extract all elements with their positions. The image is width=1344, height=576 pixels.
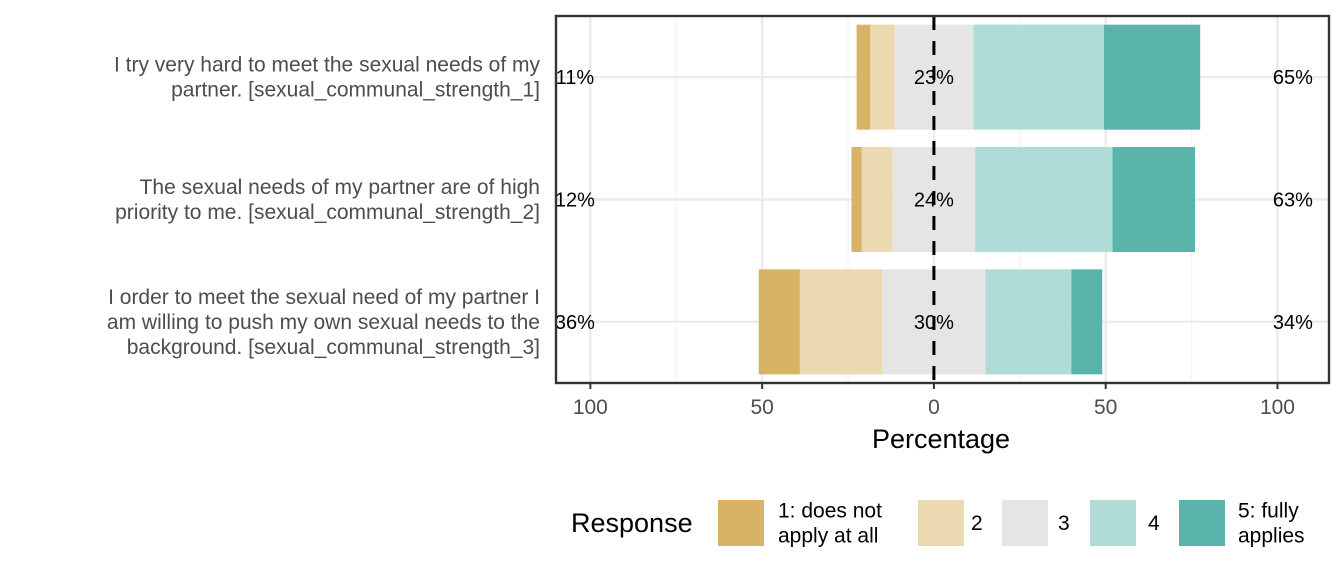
legend-label: apply at all <box>778 525 878 548</box>
x-tick-label: 100 <box>1260 396 1295 419</box>
legend-label: 5: fully <box>1238 500 1299 523</box>
item-label: I order to meet the sexual need of my pa… <box>108 286 540 309</box>
left-percent-label: 36% <box>555 312 595 334</box>
item-label: The sexual needs of my partner are of hi… <box>140 176 540 199</box>
label-layer: 11% 23% 65% 12% 24% 63% 36% 30% 34% <box>555 67 1313 334</box>
item-label: am willing to push my own sexual needs t… <box>107 311 540 334</box>
bar-segment <box>985 269 1072 375</box>
legend-label: 3 <box>1058 512 1070 535</box>
bar-segment <box>1112 147 1196 252</box>
bar-segment <box>856 24 871 130</box>
bar-segment <box>870 24 895 130</box>
bar-segment <box>973 24 1104 130</box>
item-label: priority to me. [sexual_communal_strengt… <box>115 201 540 224</box>
bar-segment <box>1103 24 1201 130</box>
legend-title: Response <box>571 508 693 538</box>
legend-key <box>718 500 764 546</box>
bar-segment <box>758 269 800 375</box>
bar-segment <box>861 147 893 252</box>
left-percent-label: 11% <box>556 67 595 89</box>
bar-segment <box>1071 269 1103 375</box>
legend-label: 2 <box>971 512 983 535</box>
x-axis-title: Percentage <box>872 424 1010 454</box>
right-percent-label: 34% <box>1273 312 1313 334</box>
legend-label: 4 <box>1148 512 1160 535</box>
bar-segment <box>851 147 862 252</box>
x-tick-label: 100 <box>573 396 608 419</box>
legend-key <box>918 500 964 546</box>
item-label: I try very hard to meet the sexual needs… <box>114 54 541 77</box>
legend-key <box>1179 500 1225 546</box>
bar-layer <box>758 16 1201 383</box>
x-tick-label: 50 <box>750 396 773 419</box>
bar-segment <box>799 269 883 375</box>
legend-key <box>1090 500 1136 546</box>
bar-segment <box>975 147 1113 252</box>
legend-label: applies <box>1238 525 1305 548</box>
center-percent-label: 23% <box>914 67 954 89</box>
left-percent-label: 12% <box>555 190 595 212</box>
item-label: partner. [sexual_communal_strength_1] <box>171 79 540 102</box>
item-label: background. [sexual_communal_strength_3] <box>127 336 540 359</box>
panel-border <box>554 14 1331 385</box>
x-tick-label: 0 <box>928 396 940 419</box>
axis-layer: I try very hard to meet the sexual needs… <box>107 14 1331 419</box>
right-percent-label: 63% <box>1273 190 1313 212</box>
x-tick-label: 50 <box>1094 396 1117 419</box>
center-percent-label: 30% <box>914 312 954 334</box>
legend-key <box>1002 500 1048 546</box>
legend-label: 1: does not <box>778 500 882 523</box>
center-percent-label: 24% <box>914 190 954 212</box>
right-percent-label: 65% <box>1273 67 1313 89</box>
